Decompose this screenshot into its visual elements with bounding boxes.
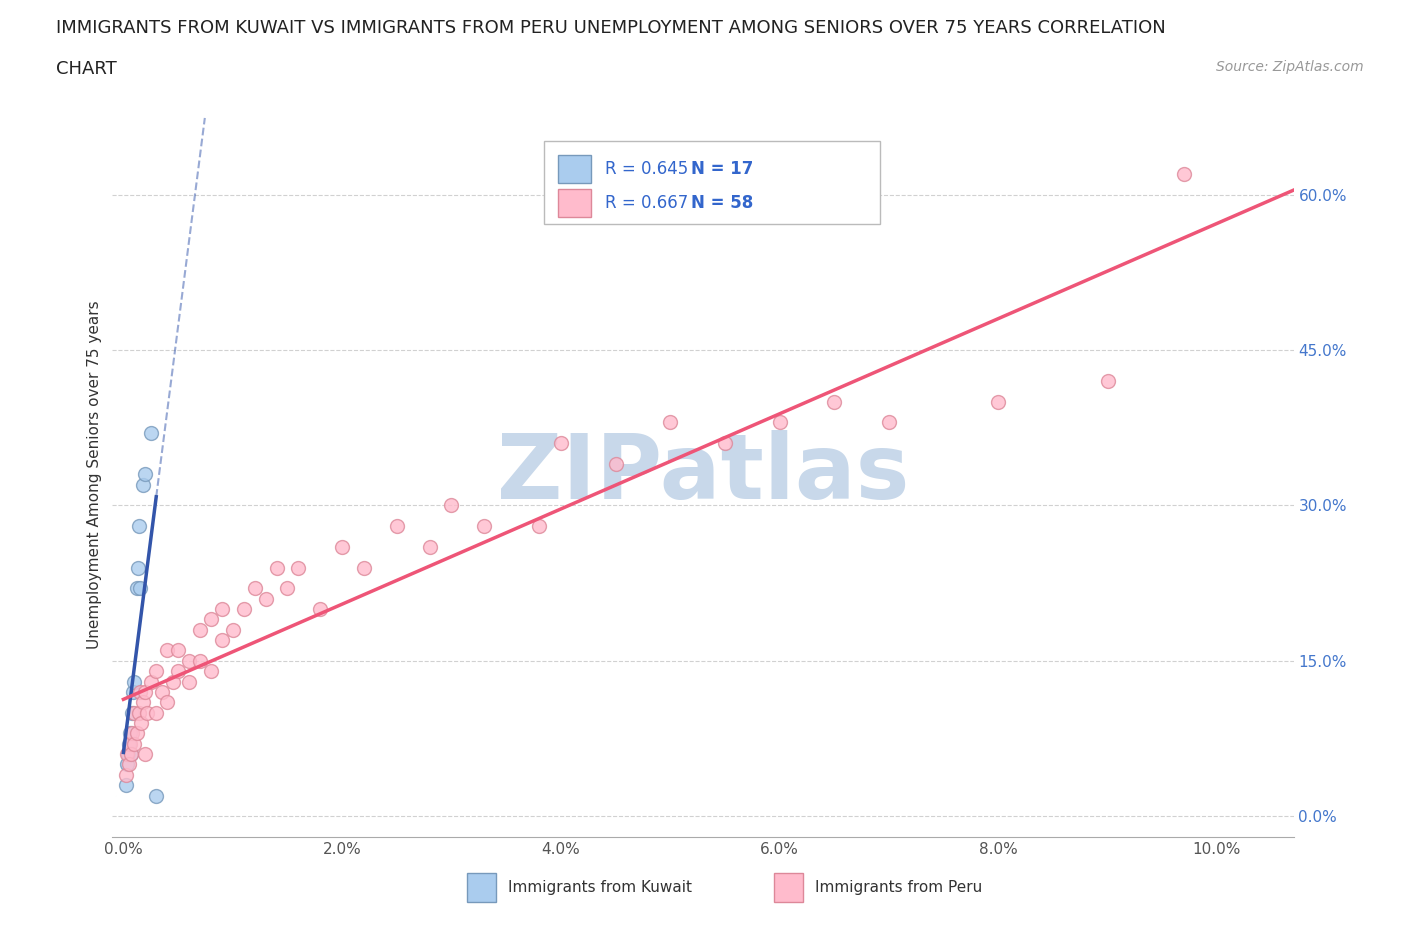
Point [162, 674, 184, 689]
Point [121, 726, 143, 741]
Text: ZIPatlas: ZIPatlas [496, 431, 910, 518]
Point [124, 705, 146, 720]
Point [211, 602, 233, 617]
Point [472, 519, 495, 534]
Point [134, 684, 156, 699]
Point [1097, 374, 1119, 389]
Point [120, 747, 142, 762]
Point [128, 684, 150, 699]
Point [605, 457, 627, 472]
FancyBboxPatch shape [558, 189, 591, 217]
Text: Immigrants from Kuwait: Immigrants from Kuwait [508, 881, 692, 896]
Point [177, 654, 200, 669]
Point [527, 519, 550, 534]
Point [156, 695, 179, 710]
Point [276, 581, 298, 596]
Point [114, 767, 136, 782]
Point [129, 715, 152, 730]
Point [145, 664, 167, 679]
Point [118, 737, 141, 751]
Point [243, 581, 266, 596]
Point [125, 726, 148, 741]
Text: R = 0.645: R = 0.645 [605, 160, 688, 178]
Point [115, 747, 138, 762]
Point [128, 581, 150, 596]
Point [156, 643, 179, 658]
Point [118, 737, 141, 751]
Point [211, 632, 233, 647]
Point [128, 705, 150, 720]
Point [254, 591, 277, 606]
Point [132, 695, 155, 710]
Point [266, 560, 288, 575]
Point [118, 757, 141, 772]
Point [122, 684, 145, 699]
Point [330, 539, 353, 554]
Point [188, 654, 211, 669]
Point [232, 602, 254, 617]
Point [987, 394, 1010, 409]
FancyBboxPatch shape [467, 873, 496, 902]
Point [188, 622, 211, 637]
Point [125, 581, 148, 596]
Point [1173, 166, 1195, 181]
Point [117, 747, 139, 762]
Point [139, 674, 162, 689]
Point [177, 674, 200, 689]
Point [150, 684, 173, 699]
Text: N = 17: N = 17 [692, 160, 754, 178]
Point [115, 757, 138, 772]
Point [768, 415, 790, 430]
Point [200, 664, 222, 679]
Point [714, 436, 737, 451]
Point [419, 539, 441, 554]
Point [124, 737, 146, 751]
Point [877, 415, 900, 430]
FancyBboxPatch shape [773, 873, 803, 902]
Point [167, 643, 190, 658]
Point [134, 747, 156, 762]
Point [145, 705, 167, 720]
Text: Source: ZipAtlas.com: Source: ZipAtlas.com [1216, 60, 1364, 74]
Point [287, 560, 309, 575]
Point [132, 477, 155, 492]
Point [550, 436, 572, 451]
Point [121, 705, 143, 720]
Text: IMMIGRANTS FROM KUWAIT VS IMMIGRANTS FROM PERU UNEMPLOYMENT AMONG SENIORS OVER 7: IMMIGRANTS FROM KUWAIT VS IMMIGRANTS FRO… [56, 19, 1166, 36]
Y-axis label: Unemployment Among Seniors over 75 years: Unemployment Among Seniors over 75 years [87, 300, 103, 648]
Point [200, 612, 222, 627]
Point [124, 674, 146, 689]
Point [385, 519, 408, 534]
Point [139, 425, 162, 440]
Point [440, 498, 463, 512]
Point [114, 777, 136, 792]
Point [222, 622, 245, 637]
Point [309, 602, 332, 617]
Text: R = 0.667: R = 0.667 [605, 194, 688, 212]
Point [167, 664, 190, 679]
Point [145, 788, 167, 803]
Point [136, 705, 159, 720]
Point [120, 747, 142, 762]
Point [127, 560, 149, 575]
FancyBboxPatch shape [544, 140, 880, 224]
Point [659, 415, 682, 430]
Text: Immigrants from Peru: Immigrants from Peru [815, 881, 983, 896]
FancyBboxPatch shape [558, 155, 591, 182]
Point [118, 726, 141, 741]
Point [134, 467, 156, 482]
Text: N = 58: N = 58 [692, 194, 754, 212]
Point [128, 519, 150, 534]
Point [353, 560, 375, 575]
Text: CHART: CHART [56, 60, 117, 78]
Point [823, 394, 845, 409]
